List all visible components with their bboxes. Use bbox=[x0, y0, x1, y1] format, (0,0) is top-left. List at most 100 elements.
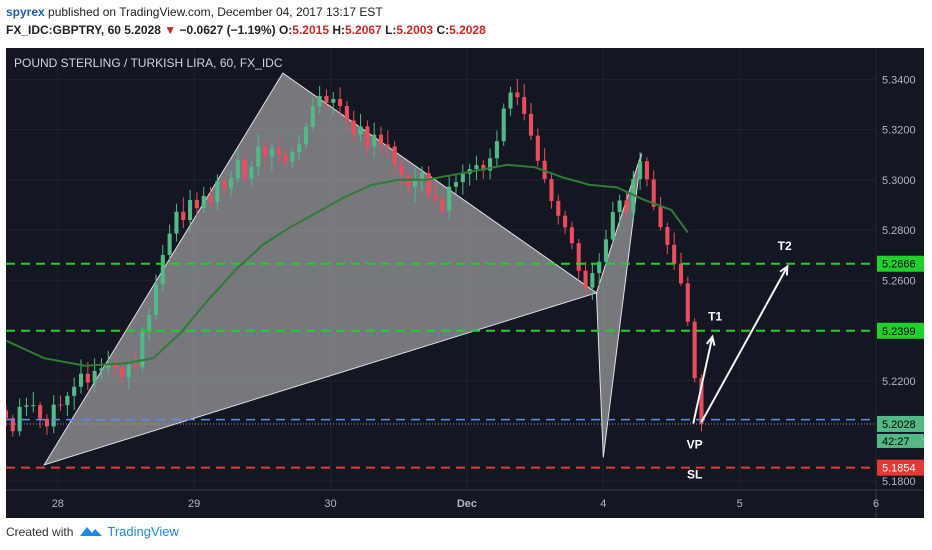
candle-body bbox=[31, 405, 36, 407]
candle-body bbox=[147, 314, 152, 332]
candle-body bbox=[617, 200, 622, 212]
candle-body bbox=[153, 284, 159, 315]
candle-body bbox=[372, 134, 377, 147]
target-arrowhead bbox=[706, 334, 716, 346]
tradingview-logo-icon bbox=[79, 524, 103, 541]
price-chart[interactable]: 5.3400 5.3200 5.3000 5.2800 5.2600 5.2200 5.18… bbox=[6, 48, 924, 518]
candle-body bbox=[160, 254, 165, 285]
candle-body bbox=[426, 173, 431, 195]
publish-info: spyrex published on TradingView.com, Dec… bbox=[6, 5, 383, 19]
candle-body bbox=[501, 108, 506, 142]
y-tick-label: 5.3000 bbox=[882, 175, 916, 187]
close-label: C: bbox=[436, 23, 450, 37]
tradingview-brand[interactable]: TradingView bbox=[107, 524, 179, 539]
candle-body bbox=[106, 364, 111, 369]
candle-body bbox=[494, 141, 499, 159]
candle-body bbox=[597, 261, 602, 274]
created-with-text: Created with bbox=[6, 525, 74, 539]
candle-body bbox=[201, 195, 206, 209]
symbol-info: FX_IDC:GBPTRY, 60 5.2028 ▼ −0.0627 (−1.1… bbox=[6, 23, 486, 37]
candle-body bbox=[481, 165, 486, 171]
candle-body bbox=[474, 165, 479, 170]
candle-body bbox=[624, 200, 629, 212]
candle-body bbox=[515, 92, 520, 98]
low-label: L: bbox=[385, 23, 397, 37]
open-label: O: bbox=[278, 23, 293, 37]
candle-body bbox=[378, 134, 384, 145]
close-value: 5.2028 bbox=[449, 23, 486, 37]
candle-body bbox=[167, 233, 172, 255]
candle-body bbox=[488, 158, 493, 171]
candle-body bbox=[215, 181, 220, 202]
candle-body bbox=[440, 199, 445, 211]
candle-body bbox=[569, 227, 574, 244]
down-arrow-icon: ▼ bbox=[164, 23, 177, 37]
price-change: −0.0627 (−1.19%) bbox=[179, 23, 276, 37]
price-label-box bbox=[877, 255, 924, 272]
y-tick-label: 5.3200 bbox=[882, 125, 916, 137]
candle-body bbox=[194, 199, 199, 209]
candle-body bbox=[658, 206, 663, 228]
candle-body bbox=[419, 173, 424, 181]
candle-body bbox=[249, 166, 254, 179]
price-label-box bbox=[877, 322, 924, 339]
candle-body bbox=[399, 164, 404, 176]
candle-body bbox=[228, 178, 234, 189]
candle-body bbox=[563, 215, 568, 228]
target-arrow-line bbox=[692, 336, 714, 424]
candle-body bbox=[10, 418, 15, 432]
price-label-box bbox=[877, 459, 924, 476]
candle-body bbox=[85, 373, 90, 383]
candle-body bbox=[188, 199, 193, 221]
high-value: 5.2067 bbox=[345, 23, 382, 37]
candle-body bbox=[528, 113, 534, 136]
candle-body bbox=[610, 211, 615, 240]
candle-body bbox=[24, 405, 29, 407]
candle-body bbox=[65, 395, 70, 406]
x-tick-label: Dec bbox=[457, 498, 477, 510]
candle-body bbox=[535, 135, 540, 161]
candle-body bbox=[290, 152, 295, 162]
candle-body bbox=[113, 364, 118, 369]
candle-body bbox=[140, 331, 145, 368]
candle-body bbox=[556, 200, 561, 216]
pattern-triangle-bcd bbox=[595, 153, 642, 458]
candle-body bbox=[338, 98, 343, 107]
candle-body bbox=[324, 95, 329, 103]
chart-title: POUND STERLING / TURKISH LIRA, 60, FX_ID… bbox=[14, 56, 283, 70]
low-value: 5.2003 bbox=[396, 23, 434, 37]
candle-body bbox=[665, 227, 670, 245]
candle-body bbox=[583, 270, 588, 288]
author-name[interactable]: spyrex bbox=[6, 5, 45, 19]
candle-body bbox=[58, 404, 63, 406]
candle-body bbox=[283, 154, 288, 162]
candle-body bbox=[678, 263, 684, 284]
high-label: H: bbox=[332, 23, 346, 37]
candle-body bbox=[181, 211, 186, 221]
candle-body bbox=[256, 146, 261, 167]
candle-body bbox=[297, 144, 302, 153]
candle-body bbox=[638, 161, 643, 180]
y-tick-label: 5.1800 bbox=[882, 476, 916, 488]
candle-body bbox=[92, 370, 97, 383]
candle-body bbox=[351, 120, 356, 135]
y-tick-label: 5.2800 bbox=[882, 225, 916, 237]
candle-body bbox=[413, 180, 418, 187]
price-label-box bbox=[877, 415, 924, 432]
candle-body bbox=[72, 386, 77, 396]
candle-body bbox=[685, 283, 690, 322]
candle-body bbox=[263, 146, 268, 157]
last-price: 5.2028 bbox=[124, 23, 161, 37]
candle-body bbox=[331, 98, 336, 103]
candle-body bbox=[222, 181, 227, 189]
chart-container[interactable]: 5.3400 5.3200 5.3000 5.2800 5.2600 5.2200 5.18… bbox=[6, 48, 924, 518]
price-label-text: 5.2666 bbox=[882, 259, 916, 271]
candle-body bbox=[119, 368, 124, 378]
price-label-text: 5.2399 bbox=[882, 326, 916, 338]
candle-body bbox=[522, 97, 527, 114]
candle-body bbox=[576, 243, 581, 271]
candle-body bbox=[174, 211, 179, 234]
candle-body bbox=[460, 173, 465, 183]
countdown-box bbox=[877, 433, 924, 448]
candle-body bbox=[644, 161, 649, 180]
